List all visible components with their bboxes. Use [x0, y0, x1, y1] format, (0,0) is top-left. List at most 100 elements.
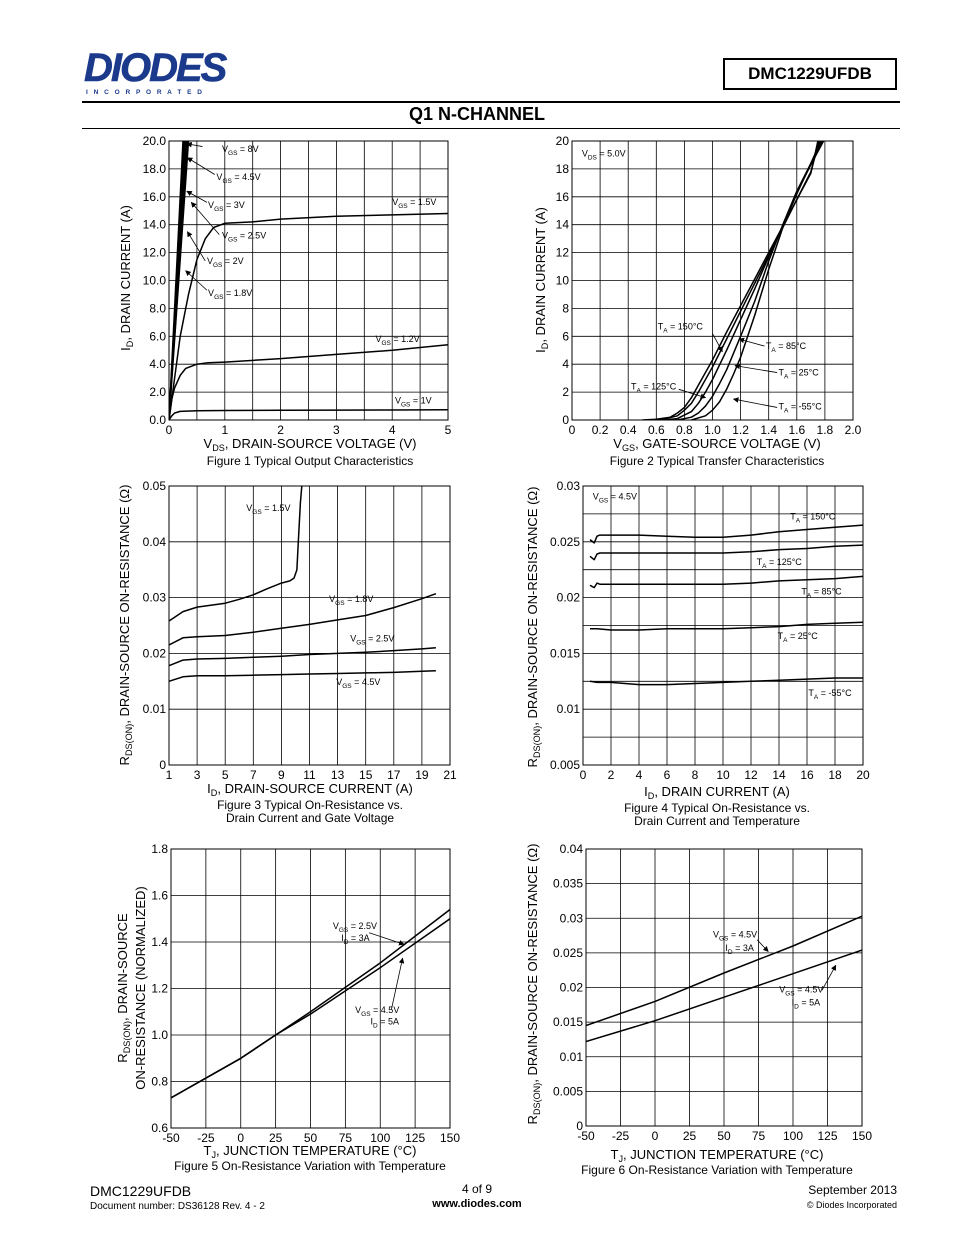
x-tick-label: 6 [664, 768, 671, 782]
figure-2-plot: 0 0.2 0.4 0.6 0.8 1.0 1.2 1.4 1.6 1.8 2.0 0 2 4 6 8 10 12… [556, 134, 862, 437]
x-tick-label: 1.2 [732, 423, 749, 437]
x-tick-label: 12 [744, 768, 758, 782]
figure-3-plot: 1 3 5 7 9 11 13 15 17 19 2100.010.020.030.040.05VG… [143, 479, 457, 782]
series-line [169, 141, 184, 420]
x-tick-label: 0 [166, 423, 173, 437]
footer-left: DMC1229UFDB Document number: DS36128 Rev… [90, 1183, 265, 1212]
plot-frame [168, 485, 451, 766]
annotation-arrow [712, 333, 723, 353]
annotation-arrow [186, 190, 208, 203]
x-tick-label: 7 [250, 768, 257, 782]
x-tick-label: 1 [166, 768, 173, 782]
x-tick-label: 3 [194, 768, 201, 782]
section-rule [82, 128, 900, 129]
series-line [169, 486, 303, 622]
x-tick-label: -25 [612, 1129, 630, 1143]
figure-1-y-axis-label: ID, DRAIN CURRENT (A) [118, 205, 135, 351]
figure-4-plot: 0 2 4 6 8 10 12 14 16 18 20 0.005 0.01 0.015 0.02 0.025… [550, 479, 870, 782]
x-tick-label: 50 [304, 1131, 318, 1145]
annotation-arrow [734, 363, 778, 373]
series-line [169, 669, 436, 683]
x-tick-label: 3 [333, 423, 340, 437]
x-tick-label: 20 [856, 768, 870, 782]
curve-annotation: TA = 125°C [631, 381, 677, 394]
figure-5-plot: -50 -25 0 25 50 75 100 125 150 0.6 0.8 1.0 1.2 1.4 1.6… [151, 842, 460, 1145]
y-tick-label: 0.03 [560, 911, 584, 925]
y-tick-label: 0.015 [553, 1015, 583, 1029]
header-rule [82, 101, 900, 103]
curve-annotation: VGS = 2.5V [350, 634, 394, 647]
y-tick-label: 8 [562, 301, 569, 315]
y-tick-label: 18.0 [143, 162, 167, 176]
x-tick-label: 0.2 [592, 423, 609, 437]
figure-2-x-axis-label: VGS, GATE-SOURCE VOLTAGE (V) [613, 436, 821, 453]
y-tick-label: 16 [556, 190, 570, 204]
footer-website-link[interactable]: www.diodes.com [432, 1198, 522, 1210]
figure-6-x-axis-label: TJ, JUNCTION TEMPERATURE (°C) [610, 1147, 824, 1164]
figure-3-caption: Figure 3 Typical On-Resistance vs. Drain … [217, 798, 403, 825]
section-title: Q1 N-CHANNEL [408, 104, 545, 124]
annotation-arrow [190, 201, 220, 235]
curve-annotation: TA = 85°C [766, 341, 807, 354]
y-tick-label: 10.0 [143, 274, 167, 288]
figure-5-caption: Figure 5 On-Resistance Variation with Te… [174, 1159, 446, 1173]
curve-annotation: VDS = 5.0V [582, 148, 626, 161]
y-tick-label: 0.8 [151, 1075, 168, 1089]
plot-frame [582, 485, 864, 766]
y-tick-label: 4 [562, 357, 569, 371]
curve-annotation: VGS = 4.5V [355, 1005, 399, 1018]
part-number-box: DMC1229UFDB [723, 58, 897, 90]
curve-annotation: VGS = 4.5V [713, 930, 757, 943]
figure-4-on-resistance-vs-current-temp: 0 2 4 6 8 10 12 14 16 18 20 0.005 0.01 0.015 0.02 0.025… [517, 475, 917, 828]
curve-annotation: TA = 150°C [790, 511, 836, 524]
curve-annotation: ID = 5A [370, 1017, 398, 1030]
y-tick-label: 2 [562, 385, 569, 399]
y-tick-label: 18 [556, 162, 570, 176]
y-tick-label: 20 [556, 134, 570, 148]
x-tick-label: 0.6 [648, 423, 665, 437]
curve-annotation: ID = 3A [725, 943, 753, 956]
y-tick-label: 0 [576, 1119, 583, 1133]
y-tick-label: 0.015 [550, 646, 580, 660]
curve-annotation: VGS = 1.5V [246, 503, 290, 516]
x-tick-label: 4 [636, 768, 643, 782]
diodes-logo: DIODES I N C O R P O R A T E D [84, 46, 259, 97]
y-tick-label: 1.8 [151, 842, 168, 856]
series-line [589, 524, 863, 544]
curve-annotation: TA = 25°C [779, 367, 820, 380]
figure-2-caption: Figure 2 Typical Transfer Characteristic… [609, 454, 825, 468]
y-tick-label: 1.0 [151, 1028, 168, 1042]
x-tick-label: 2 [277, 423, 284, 437]
curve-annotation: VGS = 2.5V [333, 921, 377, 934]
x-tick-label: 13 [331, 768, 345, 782]
plot-frame [585, 848, 863, 1127]
x-tick-label: -50 [577, 1129, 595, 1143]
x-tick-label: 150 [440, 1131, 460, 1145]
x-tick-label: 1.0 [704, 423, 721, 437]
curve-annotation: ID = 3A [341, 933, 369, 946]
y-tick-label: 14.0 [143, 218, 167, 232]
annotation-arrow [187, 231, 206, 262]
diodes-logo-graphic: DIODES I N C O R P O R A T E D [84, 46, 254, 96]
x-tick-label: 14 [772, 768, 786, 782]
annotation-arrow [756, 939, 769, 953]
footer-copyright: © Diodes Incorporated [806, 1200, 897, 1210]
series-line [169, 592, 437, 646]
footer-page-number: 4 of 9 [461, 1182, 493, 1196]
y-tick-label: 1.4 [151, 935, 168, 949]
y-tick-label: 14 [556, 218, 570, 232]
figure-1-plot: 0 1 2 3 4 5 0.0 2.0 4.0 6.0 8.0 10.0 12.0 14.0 16.0 18.… [143, 134, 452, 437]
x-tick-label: 5 [445, 423, 452, 437]
figure-6-on-resistance-vs-temp: -50 -25 0 25 50 75 100 125 150 0 0.005 0.01 0.015 0.0… [517, 838, 917, 1188]
curve-annotation: TA = 125°C [757, 557, 803, 570]
x-tick-label: 15 [359, 768, 373, 782]
figure-4-y-axis-label: RDS(ON), DRAIN-SOURCE ON-RESISTANCE (Ω) [525, 486, 542, 768]
figure-5-x-axis-label: TJ, JUNCTION TEMPERATURE (°C) [203, 1143, 417, 1160]
y-tick-label: 0.03 [557, 479, 581, 493]
x-tick-label: 1 [221, 423, 228, 437]
curve-annotation: VGS = 4.5V [779, 984, 823, 997]
y-tick-label: 0.05 [143, 479, 167, 493]
series-line [171, 918, 450, 1099]
curve-annotation: VGS = 1V [395, 395, 432, 408]
